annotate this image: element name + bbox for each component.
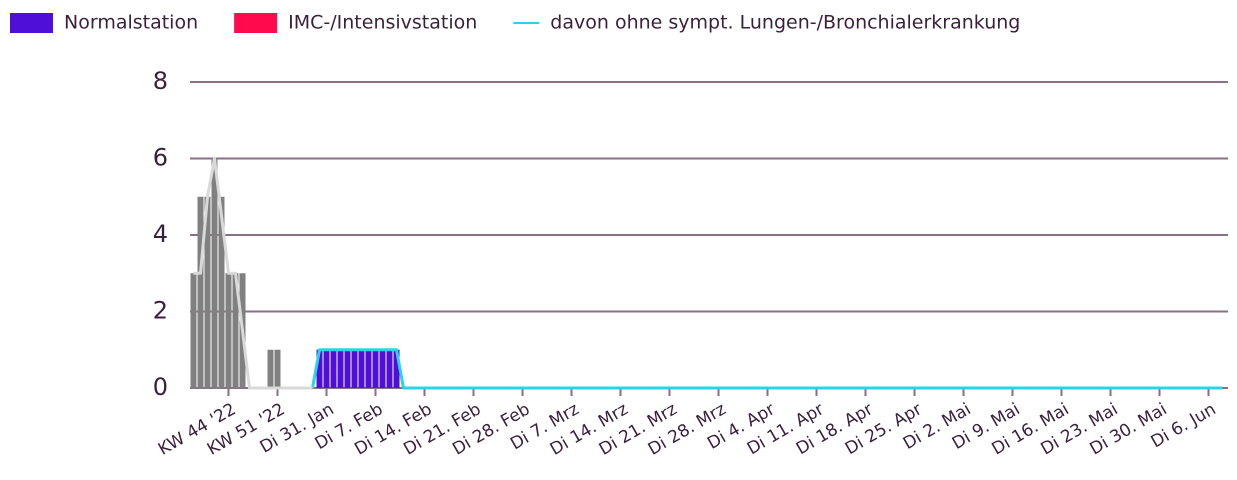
bar — [211, 158, 218, 388]
bar — [330, 349, 337, 388]
legend-label: davon ohne sympt. Lungen-/Bronchialerkra… — [550, 12, 1020, 34]
y-tick-label: 8 — [153, 67, 168, 95]
bar — [344, 349, 351, 388]
bar — [204, 196, 211, 388]
legend-swatch — [234, 13, 278, 33]
legend-label: IMC-/Intensivstation — [288, 12, 477, 34]
bar — [379, 349, 386, 388]
bar — [267, 349, 274, 388]
bar — [393, 349, 400, 388]
bar — [365, 349, 372, 388]
y-tick-label: 2 — [153, 297, 168, 325]
bar — [323, 349, 330, 388]
line — [311, 348, 1223, 390]
bar — [386, 349, 393, 388]
legend-label: Normalstation — [64, 12, 198, 34]
y-tick-label: 4 — [153, 220, 168, 248]
bar — [190, 273, 197, 388]
bar — [316, 349, 323, 388]
bar — [351, 349, 358, 388]
bar — [197, 196, 204, 388]
bar — [337, 349, 344, 388]
bar — [225, 273, 232, 388]
y-tick-label: 0 — [153, 373, 168, 401]
legend-swatch — [10, 13, 53, 33]
bar — [218, 196, 225, 388]
bar — [372, 349, 379, 388]
bar — [358, 349, 365, 388]
y-tick-label: 6 — [153, 144, 168, 172]
line — [193, 157, 313, 390]
bar — [232, 273, 239, 388]
bar — [274, 349, 281, 388]
